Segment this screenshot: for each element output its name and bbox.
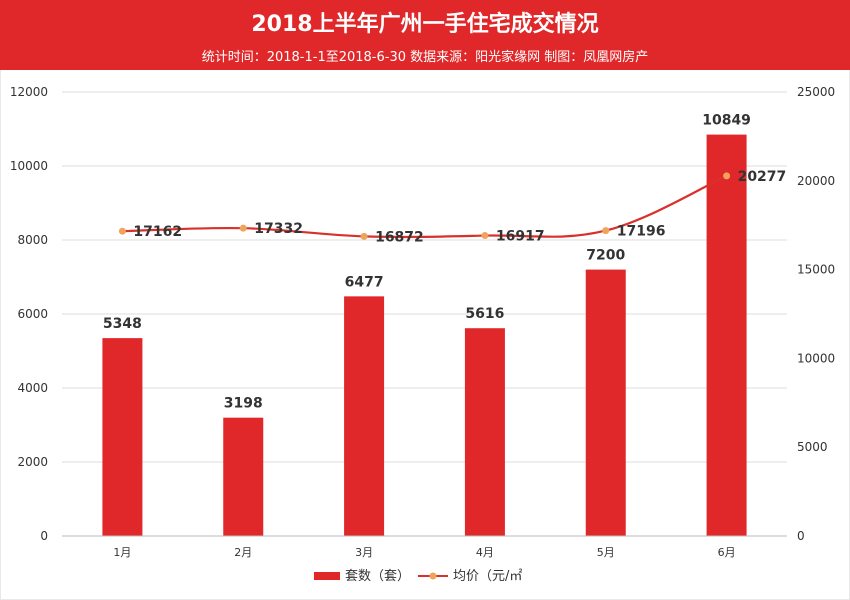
x-tick-label: 2月 <box>234 546 252 559</box>
x-tick-label: 4月 <box>476 546 494 559</box>
legend-label-line: 均价（元/㎡ <box>453 569 522 584</box>
bar-value-label: 5616 <box>465 306 504 322</box>
x-tick-label: 5月 <box>597 546 615 559</box>
line-value-label: 16872 <box>375 229 424 245</box>
bar-value-label: 5348 <box>103 316 142 332</box>
right-tick-label: 0 <box>797 529 805 543</box>
right-tick-label: 25000 <box>797 85 835 99</box>
line-point <box>602 227 610 235</box>
chart-subtitle: 统计时间：2018-1-1至2018-6-30 数据来源：阳光家缘网 制图：凤凰… <box>201 50 649 65</box>
bar <box>102 338 143 536</box>
bar <box>585 269 626 536</box>
line-value-label: 17196 <box>617 224 666 240</box>
line-point <box>723 172 731 180</box>
bar-series <box>102 134 747 536</box>
bar-value-label: 6477 <box>345 274 384 290</box>
bar-data-labels: 5348 3198 6477 5616 7200 10849 <box>103 113 751 412</box>
left-axis-ticks: 0 2000 4000 6000 8000 10000 12000 <box>10 85 48 543</box>
legend: 套数（套） 均价（元/㎡ <box>314 568 522 584</box>
line-value-label: 17162 <box>133 224 182 240</box>
right-tick-label: 20000 <box>797 174 835 188</box>
line-series <box>118 172 731 240</box>
right-axis-ticks: 0 5000 10000 15000 20000 25000 <box>797 85 835 543</box>
left-tick-label: 2000 <box>17 455 48 469</box>
left-tick-label: 0 <box>40 529 48 543</box>
left-tick-label: 12000 <box>10 85 48 99</box>
x-tick-label: 3月 <box>355 546 373 559</box>
title-banner <box>0 0 850 70</box>
chart-title: 2018上半年广州一手住宅成交情况 <box>251 12 599 37</box>
legend-label-bar: 套数（套） <box>345 568 410 584</box>
line-point <box>118 227 126 235</box>
line-value-label: 16917 <box>496 229 545 245</box>
x-axis-ticks: 1月 2月 3月 4月 5月 6月 <box>62 535 787 559</box>
line-data-labels: 17162 17332 16872 16917 17196 20277 <box>133 169 786 245</box>
left-tick-label: 8000 <box>17 233 48 247</box>
line-point <box>239 224 247 232</box>
line-point <box>481 232 489 240</box>
left-tick-label: 10000 <box>10 159 48 173</box>
bar-value-label: 3198 <box>224 396 263 412</box>
bar-value-label: 10849 <box>702 113 751 129</box>
x-tick-label: 6月 <box>718 546 736 559</box>
line-value-label: 20277 <box>738 169 787 185</box>
left-tick-label: 4000 <box>17 381 48 395</box>
bar <box>344 296 385 536</box>
line-point <box>360 232 368 240</box>
line-path <box>122 174 728 239</box>
line-value-label: 17332 <box>254 221 303 237</box>
grid-lines <box>62 91 787 537</box>
right-tick-label: 10000 <box>797 351 835 365</box>
legend-swatch-marker <box>429 572 437 580</box>
bar-value-label: 7200 <box>586 248 625 264</box>
right-tick-label: 5000 <box>797 440 828 454</box>
bar <box>464 328 505 536</box>
bar <box>706 134 747 536</box>
bar <box>223 417 264 536</box>
left-tick-label: 6000 <box>17 307 48 321</box>
legend-swatch-bar <box>314 572 340 580</box>
x-tick-label: 1月 <box>113 546 131 559</box>
right-tick-label: 15000 <box>797 263 835 277</box>
